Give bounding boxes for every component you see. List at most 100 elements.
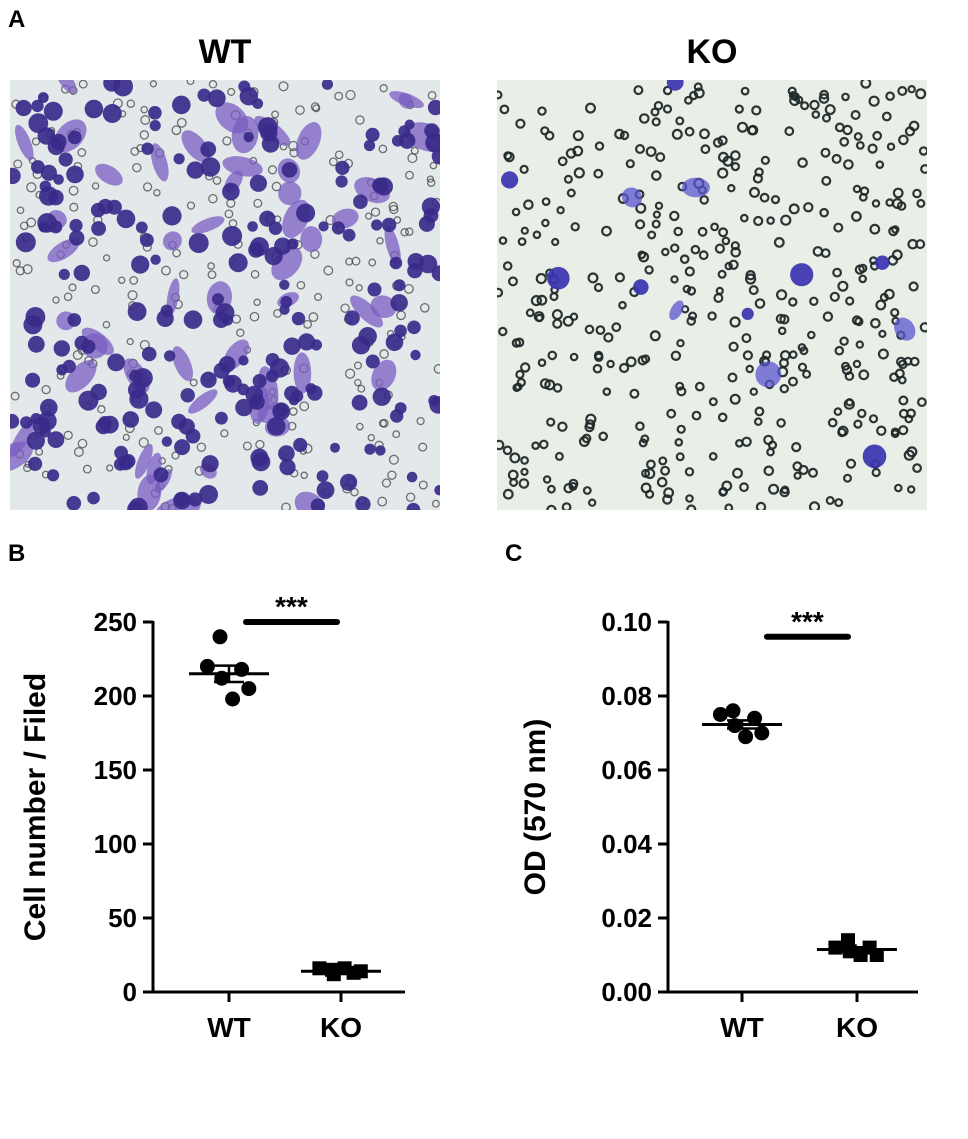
charts-svg: 0 50 100 150 200 250 Cell number / Filed WT KO **… <box>19 591 918 1043</box>
membrane-pore <box>15 266 25 276</box>
migrated-cell <box>267 417 286 436</box>
membrane-pore <box>22 264 33 275</box>
migrated-cell <box>862 444 887 469</box>
membrane-pore <box>754 167 764 177</box>
membrane-pore <box>102 320 111 329</box>
membrane-pore <box>670 275 679 284</box>
membrane-pore <box>635 202 647 214</box>
membrane-pore <box>773 236 785 248</box>
membrane-pore <box>551 237 560 247</box>
membrane-pore <box>63 430 73 440</box>
membrane-pore <box>806 330 816 340</box>
migrated-cell <box>316 470 329 483</box>
membrane-pore <box>592 363 603 374</box>
membrane-pore <box>809 99 820 111</box>
membrane-pore <box>368 258 377 267</box>
migrated-cell <box>20 416 33 429</box>
migrated-cell <box>49 220 63 234</box>
membrane-pore <box>541 197 551 206</box>
migrated-cell <box>291 311 306 326</box>
migrated-cell <box>278 445 295 462</box>
migrated-cell <box>145 401 163 419</box>
membrane-pore <box>509 452 521 464</box>
membrane-pore <box>572 130 584 142</box>
membrane-pore <box>892 187 904 199</box>
membrane-pore <box>730 247 741 258</box>
membrane-pore <box>546 504 557 510</box>
migrated-cell <box>58 152 73 167</box>
membrane-pore <box>91 182 100 190</box>
migrated-cell <box>222 226 243 246</box>
membrane-pore <box>403 283 414 294</box>
membrane-pore <box>69 202 79 212</box>
migrated-cell <box>250 448 269 467</box>
membrane-pore <box>780 485 790 495</box>
membrane-pore <box>536 294 548 306</box>
membrane-pore <box>694 381 705 392</box>
membrane-pore <box>635 421 645 432</box>
membrane-pore <box>379 349 389 359</box>
wt-image-title: WT <box>198 33 252 71</box>
migrated-cell <box>172 95 191 115</box>
membrane-pore <box>542 475 552 484</box>
ko-micrograph <box>497 80 927 510</box>
membrane-pore <box>497 439 505 451</box>
membrane-pore <box>533 311 545 322</box>
membrane-pore <box>784 126 795 137</box>
membrane-pore <box>700 144 711 155</box>
migrated-cell <box>122 411 139 428</box>
membrane-pore <box>208 193 218 204</box>
wt-micrograph-svg <box>10 80 440 510</box>
membrane-pore <box>710 222 720 232</box>
migrated-cell <box>47 189 64 206</box>
membrane-pore <box>267 165 278 175</box>
wt-micrograph <box>10 80 440 510</box>
membrane-pore <box>429 161 438 170</box>
spread-cell <box>755 361 782 388</box>
membrane-pore <box>508 276 519 287</box>
membrane-pore <box>355 115 365 125</box>
membrane-pore <box>893 483 903 493</box>
membrane-pore <box>220 429 229 438</box>
x-tick-label: KO <box>836 1012 878 1043</box>
migrated-cell <box>434 485 440 496</box>
membrane-pore <box>693 82 703 92</box>
membrane-pore <box>418 480 428 490</box>
membrane-pore <box>693 87 705 99</box>
membrane-pore <box>829 291 840 302</box>
y-tick-label: 0.08 <box>601 681 652 711</box>
migrated-cell <box>790 263 814 287</box>
migrated-cell <box>318 221 329 232</box>
membrane-pore <box>535 273 547 285</box>
y-tick-label: 0.00 <box>601 977 652 1007</box>
data-point-wt <box>225 691 241 707</box>
data-point-wt <box>212 629 228 645</box>
membrane-pore <box>554 451 564 461</box>
membrane-pore <box>708 397 718 407</box>
membrane-pore <box>400 228 409 237</box>
spread-cell <box>384 225 401 267</box>
migrated-cell <box>218 356 236 373</box>
migrated-cell <box>128 497 148 510</box>
membrane-pore <box>52 296 60 304</box>
membrane-pore <box>502 488 514 500</box>
membrane-pore <box>722 155 734 167</box>
membrane-pore <box>885 198 895 207</box>
membrane-pore <box>208 80 218 89</box>
membrane-pore <box>387 470 397 480</box>
migrated-cell <box>53 340 70 357</box>
membrane-pore <box>729 316 741 328</box>
membrane-pore <box>633 85 644 96</box>
migrated-cell <box>37 411 57 431</box>
migrated-cell <box>340 473 358 491</box>
migrated-cell <box>40 398 58 417</box>
membrane-pore <box>740 86 750 96</box>
membrane-pore <box>727 183 736 193</box>
membrane-pore <box>520 456 530 465</box>
membrane-pore <box>520 467 529 476</box>
membrane-pore <box>117 276 126 284</box>
membrane-pore <box>768 483 780 495</box>
migrated-cell <box>173 153 185 165</box>
membrane-pore <box>102 254 111 262</box>
membrane-pore <box>714 243 725 254</box>
